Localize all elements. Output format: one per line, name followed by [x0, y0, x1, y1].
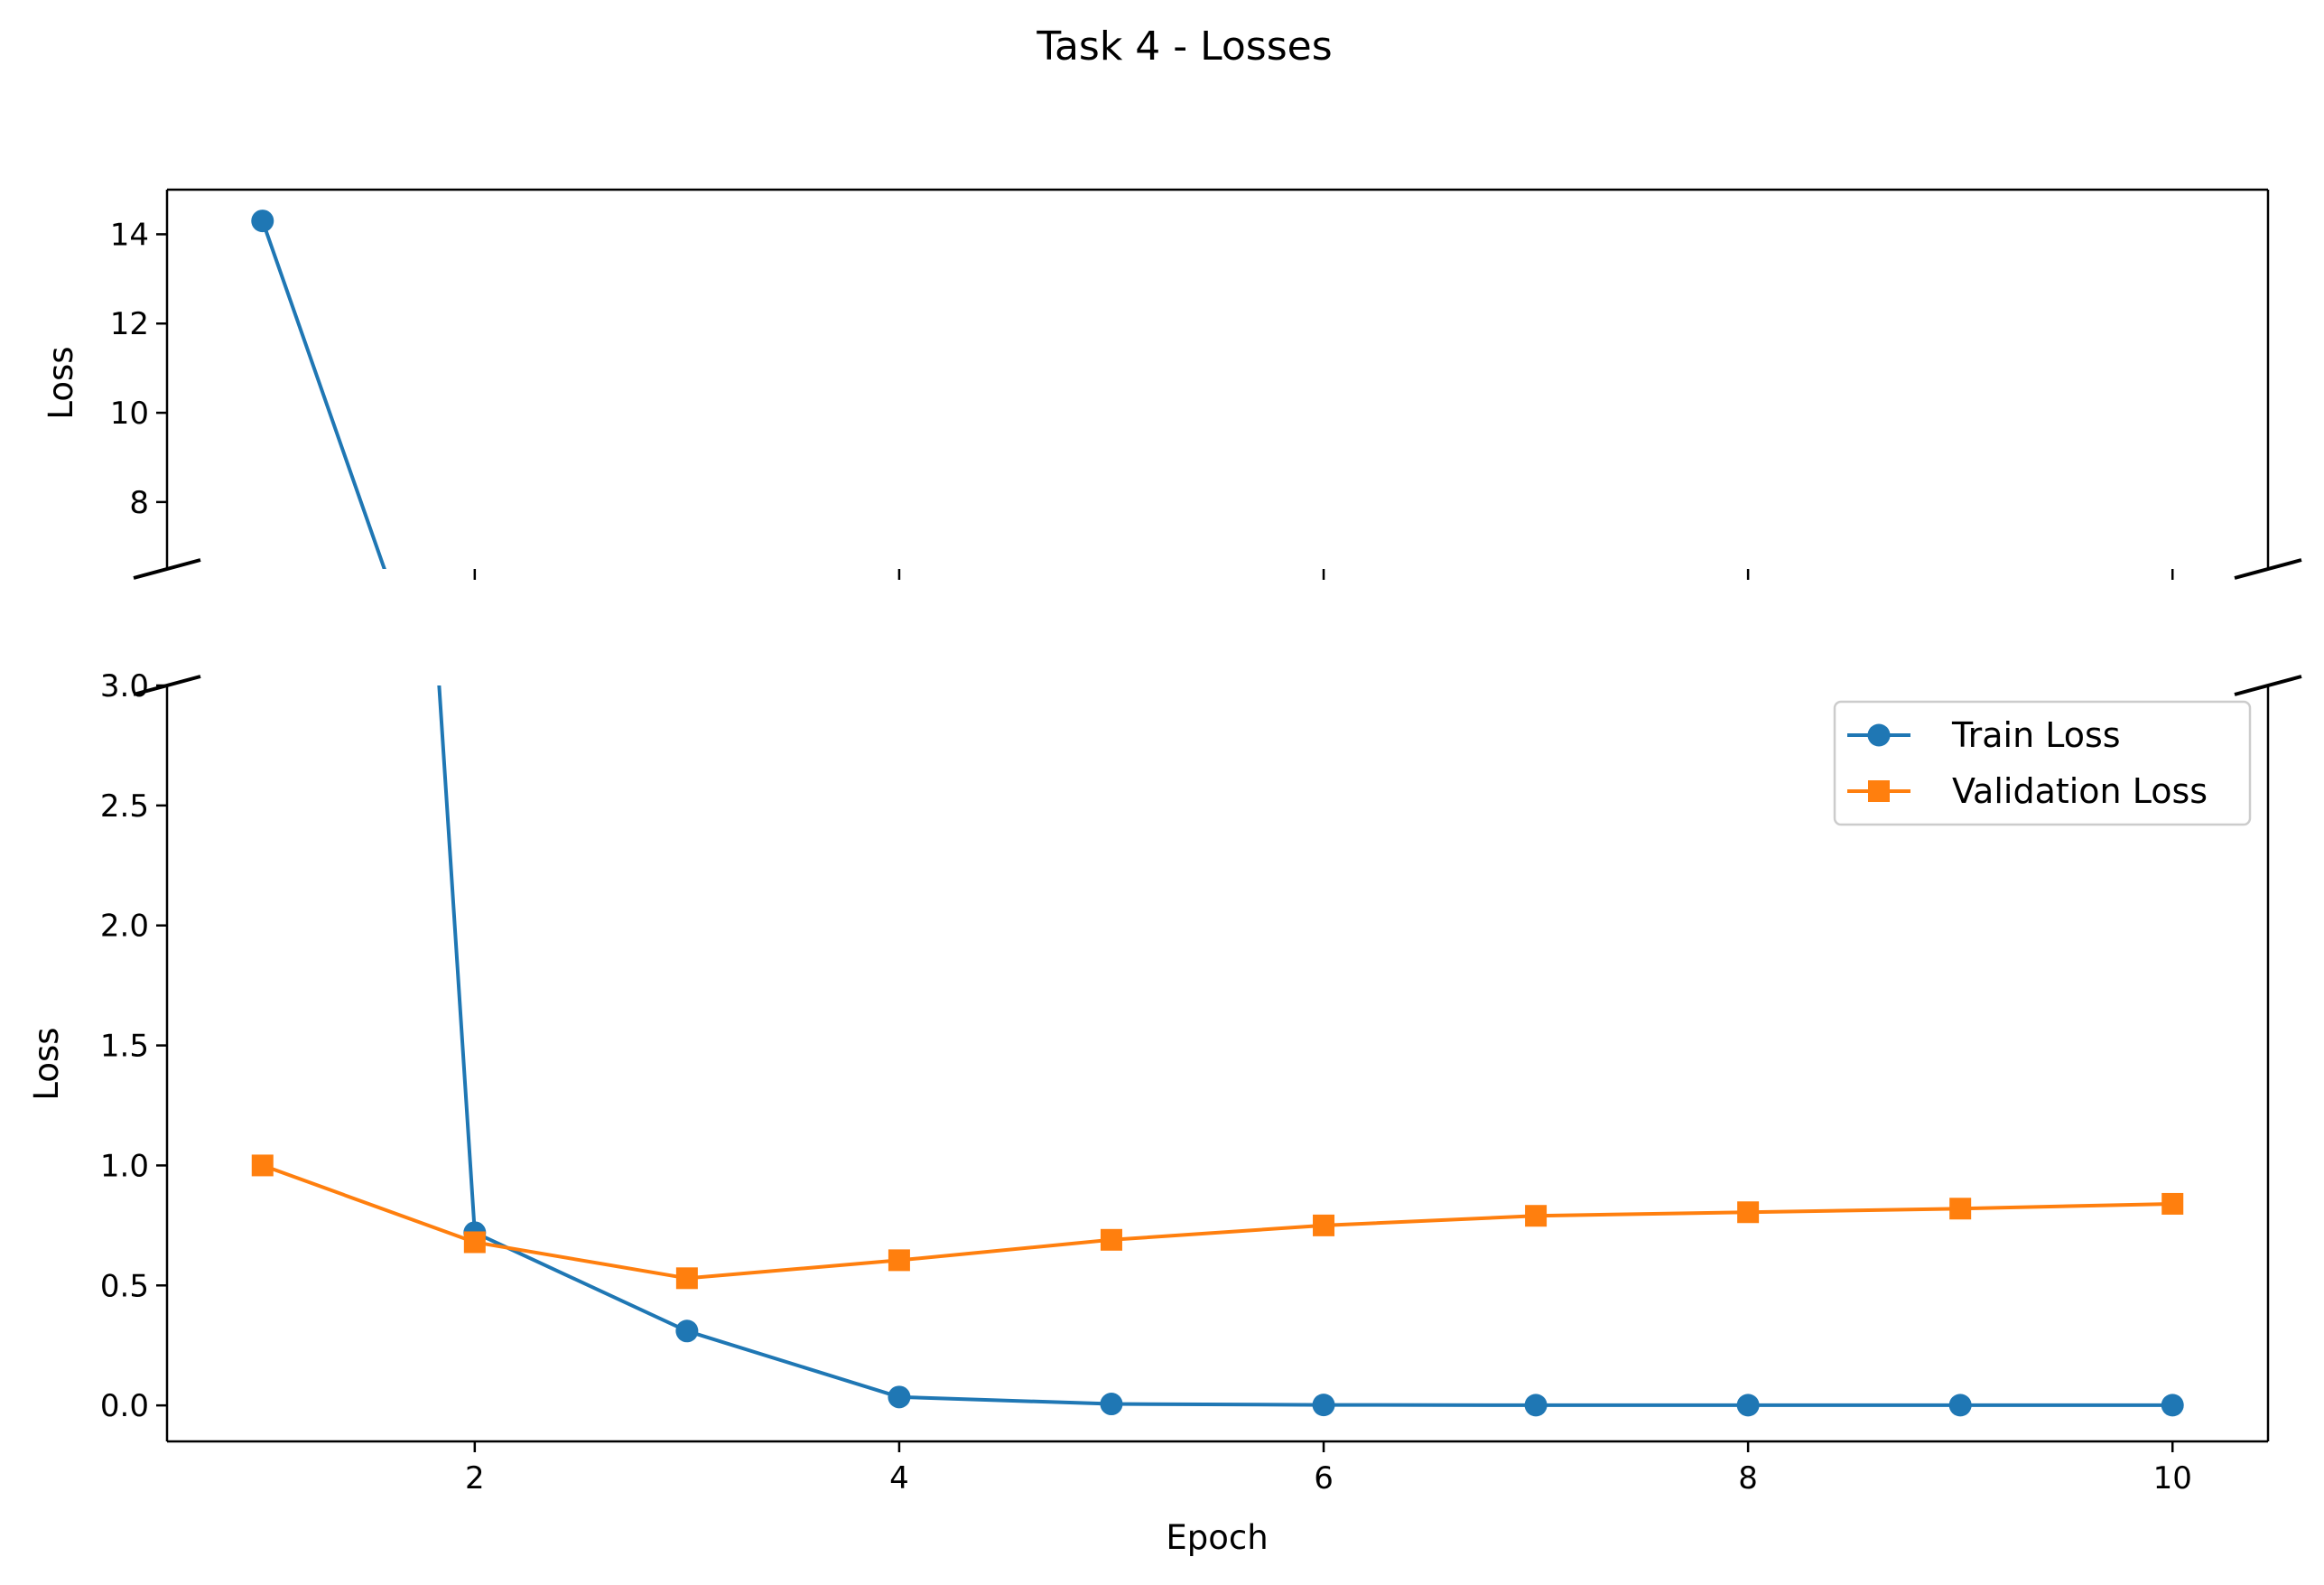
upper-validation-loss-marker [1101, 817, 1122, 839]
lower-train-loss-marker [1736, 1394, 1760, 1417]
upper-validation-loss-marker [252, 804, 274, 825]
upper-validation-loss-marker [1525, 813, 1547, 834]
lower-validation-loss-marker [1525, 1205, 1548, 1227]
upper-train-loss-marker [463, 816, 486, 838]
legend-validation-loss-label: Validation Loss [1952, 771, 2208, 811]
upper-y-tick-label: 10 [110, 396, 149, 432]
lower-train-loss-marker [675, 1319, 699, 1343]
lower-validation-loss-marker [888, 1249, 910, 1272]
lower-train-loss-line [437, 685, 2173, 1407]
upper-train-loss-marker [1525, 848, 1548, 871]
upper-train-loss-marker [1737, 848, 1760, 871]
lower-validation-loss-marker [463, 1231, 486, 1254]
upper-y-tick-label: 8 [129, 485, 149, 521]
upper-plot-panel: 8 10 12 14 Loss [42, 188, 2270, 871]
lower-validation-loss-line [262, 1163, 2173, 1281]
lower-validation-loss-marker [1949, 1198, 1972, 1220]
upper-train-loss-marker [888, 846, 910, 869]
lower-train-loss-marker [2161, 1394, 2184, 1417]
upper-train-loss-marker [1100, 847, 1122, 870]
x-axis-label: Epoch [1166, 1518, 1268, 1557]
break-mark-upper-right [2234, 558, 2302, 580]
upper-validation-loss-marker [1313, 815, 1334, 836]
break-mark-upper-left [133, 558, 201, 580]
lower-y-tick-label: 0.5 [100, 1268, 149, 1304]
lower-y-ticks: 0.0 0.5 1.0 1.5 2.0 2.5 3.0 [100, 668, 167, 1424]
lower-train-loss-marker [1312, 1394, 1335, 1417]
lower-x-ticks: 2 4 6 8 10 [465, 1441, 2192, 1496]
lower-validation-loss-marker [675, 1267, 698, 1290]
lower-train-loss-marker [888, 1385, 911, 1409]
legend-train-loss-label: Train Loss [1951, 715, 2121, 755]
lower-validation-loss-marker [1737, 1201, 1760, 1224]
lower-y-tick-label: 2.0 [100, 909, 149, 945]
upper-validation-loss-marker [1737, 812, 1759, 834]
legend-box [1833, 700, 2252, 826]
upper-y-tick-label: 14 [110, 217, 149, 253]
lower-train-loss-marker [1524, 1394, 1548, 1417]
x-tick-label: 10 [2153, 1460, 2192, 1496]
upper-x-ticks [473, 569, 2174, 580]
legend-items: Train Loss Validation Loss [1847, 715, 2208, 811]
upper-y-axis-label: Loss [42, 346, 80, 419]
break-mark-lower-left [133, 675, 201, 696]
lower-y-tick-label: 1.5 [100, 1029, 149, 1065]
axis-break-marks [133, 558, 2302, 696]
lower-validation-loss-marker [1313, 1214, 1335, 1236]
upper-validation-loss-marker [888, 821, 910, 843]
lower-y-tick-label: 1.0 [100, 1148, 149, 1184]
lower-plot-panel: 0.0 0.5 1.0 1.5 2.0 2.5 3.0 2 4 6 8 10 Loss Epoch [27, 668, 2270, 1557]
legend-validation-loss-marker [1868, 780, 1890, 802]
x-tick-label: 6 [1314, 1460, 1334, 1496]
upper-validation-loss-marker [676, 825, 698, 846]
upper-train-loss-marker [251, 210, 274, 233]
x-tick-label: 4 [889, 1460, 909, 1496]
lower-y-tick-label: 0.0 [100, 1388, 149, 1424]
lower-train-loss-marker [1100, 1393, 1123, 1416]
legend: Train Loss Validation Loss [1833, 700, 2252, 826]
upper-train-loss-marker [675, 834, 698, 856]
lower-validation-loss-marker [251, 1154, 274, 1177]
legend-train-loss-marker [1867, 723, 1891, 747]
upper-validation-loss-marker [464, 818, 486, 840]
upper-train-loss-marker [2161, 848, 2184, 871]
x-tick-label: 2 [465, 1460, 485, 1496]
lower-validation-loss-marker [1100, 1228, 1122, 1251]
lower-train-loss-marker [1948, 1394, 1972, 1417]
upper-y-tick-label: 12 [110, 306, 149, 342]
lower-y-tick-label: 3.0 [100, 668, 149, 704]
lower-y-tick-label: 2.5 [100, 788, 149, 825]
lower-validation-loss-marker [2161, 1192, 2184, 1215]
upper-train-loss-marker [1313, 848, 1335, 871]
chart-title: Task 4 - Losses [1036, 23, 1332, 70]
x-tick-label: 8 [1738, 1460, 1758, 1496]
upper-series [251, 210, 2184, 871]
break-mark-lower-right [2234, 675, 2302, 696]
lower-series [251, 685, 2184, 1417]
upper-y-ticks: 8 10 12 14 [110, 217, 167, 521]
lower-y-axis-label: Loss [27, 1027, 66, 1100]
upper-train-loss-marker [1949, 848, 1972, 871]
